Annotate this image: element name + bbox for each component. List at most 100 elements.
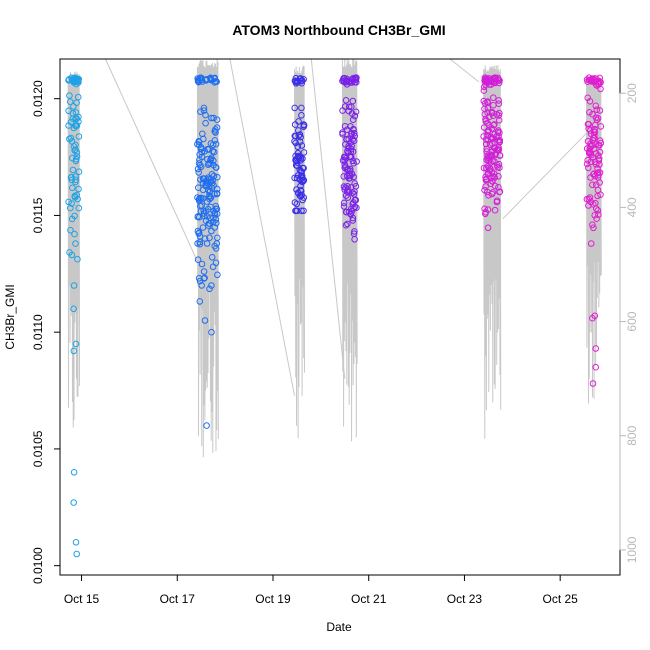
points-layer <box>65 74 605 558</box>
data-point <box>73 153 81 160</box>
data-point <box>70 103 77 110</box>
data-point <box>341 164 349 172</box>
data-point <box>298 112 305 119</box>
data-point <box>481 205 488 213</box>
data-point <box>342 97 350 104</box>
data-point <box>349 75 357 82</box>
altitude-transit-line-1 <box>229 58 296 396</box>
data-point <box>339 107 346 114</box>
data-point <box>587 158 595 166</box>
data-point <box>352 196 360 204</box>
data-point <box>294 172 302 179</box>
data-point <box>73 550 80 558</box>
data-point <box>586 109 593 116</box>
data-point <box>206 192 214 200</box>
data-point <box>74 255 81 263</box>
data-point <box>294 77 301 85</box>
data-point <box>481 100 489 107</box>
data-point <box>208 282 215 289</box>
data-point <box>212 129 219 136</box>
data-point <box>350 191 358 198</box>
data-point <box>593 116 601 124</box>
data-point <box>351 132 359 140</box>
data-point <box>493 198 501 206</box>
data-point <box>202 119 209 127</box>
data-point <box>482 115 489 123</box>
data-point <box>207 75 214 82</box>
data-point <box>197 163 205 171</box>
data-point <box>352 108 360 116</box>
data-point <box>596 148 604 156</box>
data-point <box>197 194 205 202</box>
data-point <box>67 118 75 126</box>
data-point <box>70 78 77 85</box>
data-point <box>595 152 602 159</box>
data-point <box>198 282 205 289</box>
data-point <box>300 76 307 83</box>
data-point <box>69 115 77 122</box>
data-point <box>66 92 73 99</box>
data-point <box>73 115 80 122</box>
data-point <box>202 111 209 119</box>
data-point <box>344 147 351 155</box>
data-point <box>214 173 221 181</box>
data-point <box>342 141 349 148</box>
data-point <box>351 236 358 243</box>
data-point <box>212 140 220 148</box>
data-point <box>69 184 76 192</box>
data-point <box>72 146 79 153</box>
x-tick-label: Oct 19 <box>255 592 291 606</box>
y-axis-label: CH3Br_GMI <box>3 284 17 349</box>
data-point <box>206 285 213 293</box>
data-point <box>484 170 492 177</box>
y-tick-label: 0.0110 <box>31 314 45 350</box>
data-point <box>65 198 72 206</box>
y2-tick-label: 400 <box>625 197 639 217</box>
data-point <box>496 164 503 171</box>
data-point <box>292 139 300 147</box>
data-point <box>485 192 492 199</box>
data-point <box>597 191 604 198</box>
data-point <box>72 173 79 180</box>
data-point <box>493 110 501 118</box>
data-point <box>194 75 201 82</box>
data-point <box>349 217 357 224</box>
data-point <box>345 78 352 86</box>
data-point <box>67 134 75 142</box>
altitude-transit-line-0 <box>105 58 200 265</box>
data-point <box>70 282 78 289</box>
data-point <box>589 380 597 387</box>
data-point <box>208 328 215 336</box>
data-point <box>496 188 504 195</box>
data-point <box>347 184 355 191</box>
data-point <box>593 215 600 222</box>
data-point <box>587 174 594 181</box>
data-point <box>488 177 496 185</box>
data-point <box>195 169 202 176</box>
data-point <box>490 121 498 129</box>
data-point <box>207 214 214 222</box>
data-point <box>591 312 599 320</box>
data-point <box>211 128 218 135</box>
data-point <box>587 127 594 134</box>
data-point <box>490 173 497 180</box>
data-point <box>495 97 503 104</box>
data-point <box>593 205 600 212</box>
data-point <box>488 109 496 117</box>
data-point <box>480 87 488 94</box>
data-point <box>72 340 80 348</box>
data-point <box>208 154 215 162</box>
data-point <box>344 183 351 190</box>
data-point <box>72 176 80 184</box>
data-point <box>211 74 219 82</box>
data-point <box>72 122 80 130</box>
x-tick-label: Oct 25 <box>542 592 578 606</box>
data-point <box>196 240 204 248</box>
data-point <box>67 204 74 212</box>
data-point <box>194 213 202 221</box>
data-point <box>204 156 211 163</box>
data-point <box>291 104 299 112</box>
data-point <box>595 78 602 86</box>
